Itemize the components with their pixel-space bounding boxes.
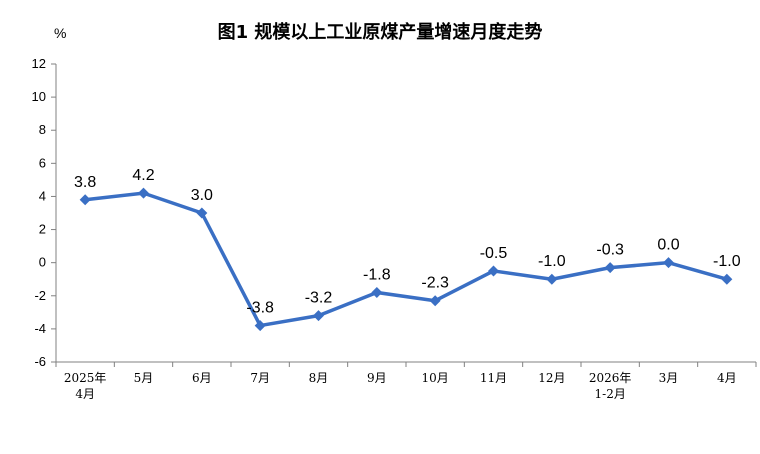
y-tick-label: 10	[32, 89, 46, 104]
x-tick-label: 12月	[538, 371, 565, 385]
x-tick-label: 6月	[192, 371, 212, 385]
data-point	[663, 257, 674, 269]
data-point	[721, 273, 733, 285]
data-point	[604, 262, 616, 274]
data-label: -0.5	[480, 245, 508, 262]
x-tick-label: 5月	[134, 371, 154, 385]
x-ticks: 2025年 4月 5月 6月 7月 8月 9月 10月 11月 12月 2026年 1-2月 3月 4月	[55, 362, 757, 401]
data-label: -0.3	[596, 242, 624, 259]
x-tick-label: 9月	[367, 371, 387, 385]
data-label: 3.0	[191, 187, 213, 204]
data-labels: 3.8 4.2 3.0 -3.8 -3.2 -1.8 -2.3 -0.5 -1.0 -0.3 0.0…	[74, 167, 741, 316]
data-points	[79, 187, 733, 332]
x-tick-label: 10月	[422, 371, 449, 385]
data-point	[546, 273, 558, 285]
x-tick-label: 11月	[480, 371, 507, 385]
x-tick-label: 2025年 4月	[64, 371, 107, 401]
y-tick-label: -6	[34, 354, 46, 369]
data-label: -2.3	[421, 275, 449, 292]
y-tick-label: 2	[39, 222, 46, 237]
data-label: -3.2	[305, 290, 333, 307]
x-tick-label: 4月	[717, 371, 737, 385]
x-tick-label: 7月	[250, 371, 270, 385]
data-point	[196, 207, 208, 219]
chart-title: 图1 规模以上工业原煤产量增速月度走势	[218, 21, 543, 43]
y-tick-label: 0	[39, 255, 46, 270]
data-label: -1.8	[363, 266, 391, 283]
y-tick-label: 12	[32, 56, 46, 71]
data-point	[79, 194, 91, 206]
data-label: -3.8	[246, 300, 274, 317]
data-point	[371, 286, 383, 298]
data-label: -1.0	[713, 253, 741, 270]
series-line	[84, 191, 728, 328]
data-point	[429, 295, 441, 307]
data-label: -1.0	[538, 253, 566, 270]
x-tick-label: 8月	[309, 371, 329, 385]
y-tick-label: -4	[34, 321, 46, 336]
y-axis-unit: %	[54, 25, 66, 41]
data-point	[488, 265, 499, 277]
data-point	[138, 187, 149, 199]
x-tick-label: 2026年 1-2月	[589, 371, 632, 401]
y-tick-label: 6	[39, 155, 46, 170]
y-ticks: 12 10 8 6 4 2 0 -2 -4 -6	[32, 56, 56, 369]
x-tick-label: 3月	[659, 371, 679, 385]
data-point	[254, 320, 266, 332]
data-label: 0.0	[657, 237, 679, 254]
data-label: 4.2	[132, 167, 154, 184]
data-point	[313, 310, 324, 322]
y-tick-label: -2	[34, 288, 46, 303]
y-tick-label: 8	[39, 122, 46, 137]
data-label: 3.8	[74, 174, 96, 191]
y-tick-label: 4	[39, 188, 46, 203]
